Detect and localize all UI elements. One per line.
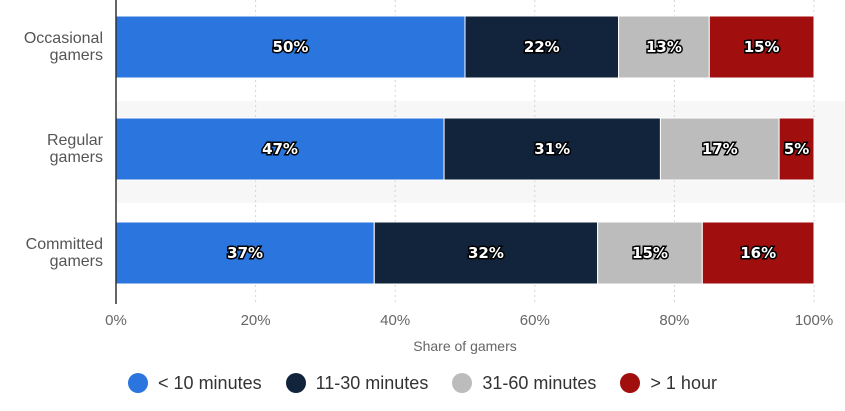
legend-label: 31-60 minutes [482, 372, 597, 393]
category-label: Occasional gamers [24, 30, 103, 64]
bar-data-label: 31% [534, 140, 570, 158]
legend-swatch [128, 373, 149, 393]
category-label: Committed gamers [26, 236, 103, 270]
x-tick-label: 100% [795, 312, 833, 329]
bar-data-label: 17% [702, 140, 738, 158]
legend-label: < 10 minutes [158, 372, 262, 393]
legend-item[interactable]: 31-60 minutes [452, 373, 596, 394]
bar-segment [708, 15, 815, 79]
bar-segment [373, 221, 599, 285]
bar-data-label: 16% [740, 244, 776, 262]
x-tick-label: 80% [659, 312, 689, 329]
bar-data-label: 15% [744, 38, 780, 56]
bar-data-label: 37% [227, 244, 263, 262]
bar-segment [701, 221, 815, 285]
x-tick-label: 60% [520, 312, 550, 329]
bar-segment [115, 117, 445, 181]
bar-data-label: 5% [784, 140, 809, 158]
bar-data-label: 22% [524, 38, 560, 56]
bar-segment [659, 117, 780, 181]
legend-item[interactable]: 11-30 minutes [285, 372, 429, 394]
bar-segment [778, 117, 815, 181]
legend-label: 11-30 minutes [315, 372, 429, 393]
bar-segment [464, 15, 620, 79]
bars: 50% 22% 13% 15% 47% 31% 17% 5% 37% 32% 15% 16% [115, 15, 815, 285]
bar-segment [597, 221, 703, 285]
bar-segment [443, 117, 661, 181]
bar-data-label: 32% [468, 244, 504, 262]
x-axis-title: Share of gamers [413, 338, 517, 354]
legend-swatch [452, 373, 473, 393]
bar-segment [115, 15, 466, 79]
legend-swatch [620, 373, 641, 393]
x-tick-label: 0% [105, 312, 127, 329]
bar-data-label: 15% [632, 244, 668, 262]
legend-label: > 1 hour [650, 372, 717, 393]
x-tick-label: 20% [241, 312, 271, 329]
x-tick-label: 40% [380, 312, 410, 329]
legend-swatch [285, 373, 306, 393]
legend: < 10 minutes 11-30 minutes 31-60 minutes > … [0, 368, 845, 398]
bar-data-label: 13% [646, 38, 682, 56]
category-label: Regular gamers [47, 132, 104, 166]
x-tick-labels: 0% 20% 40% 60% 80% 100% [105, 312, 833, 329]
legend-item[interactable]: < 10 minutes [128, 373, 262, 394]
legend-item[interactable]: > 1 hour [620, 373, 717, 394]
bar-data-label: 50% [273, 38, 309, 56]
bar-data-label: 47% [262, 140, 298, 158]
category-labels: Occasional gamers Regular gamers Committed ga… [24, 30, 104, 270]
